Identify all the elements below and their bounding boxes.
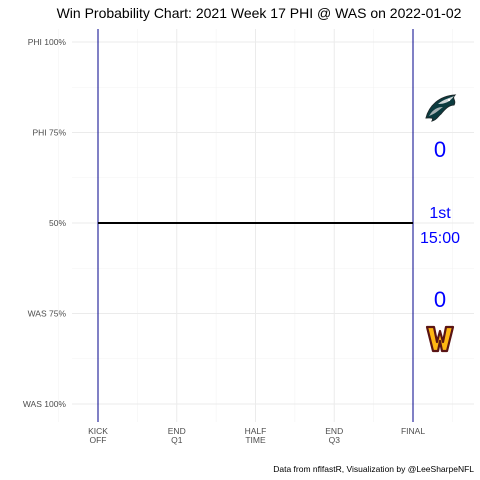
x-tick-label-line2: OFF [90,435,107,445]
y-tick-label: PHI 100% [28,37,67,47]
away-team-score: 0 [434,137,446,162]
x-tick-label-line2: Q1 [171,435,183,445]
chart-caption: Data from nflfastR, Visualization by @Le… [273,464,474,474]
x-tick-label: END [168,426,186,436]
quarter-label: 1st [429,205,451,222]
y-tick-label: 50% [49,218,66,228]
y-axis-tick-labels: PHI 100% PHI 75% 50% WAS 75% WAS 100% [23,37,67,409]
x-tick-label-line2: TIME [245,435,266,445]
x-tick-label: FINAL [401,426,425,436]
major-gridlines [72,29,474,422]
y-tick-label: PHI 75% [32,128,66,138]
commanders-w-logo [425,325,455,353]
y-tick-label: WAS 100% [23,399,67,409]
x-tick-label: KICK [88,426,108,436]
chart-title: Win Probability Chart: 2021 Week 17 PHI … [57,5,462,21]
x-tick-label: END [325,426,343,436]
x-tick-label: HALF [245,426,267,436]
x-tick-label-line2: Q3 [329,435,341,445]
home-team-score: 0 [434,287,446,312]
eagles-logo [425,94,457,122]
game-clock: 15:00 [420,230,460,247]
minor-gridlines [58,29,474,422]
y-tick-label: WAS 75% [28,309,67,319]
